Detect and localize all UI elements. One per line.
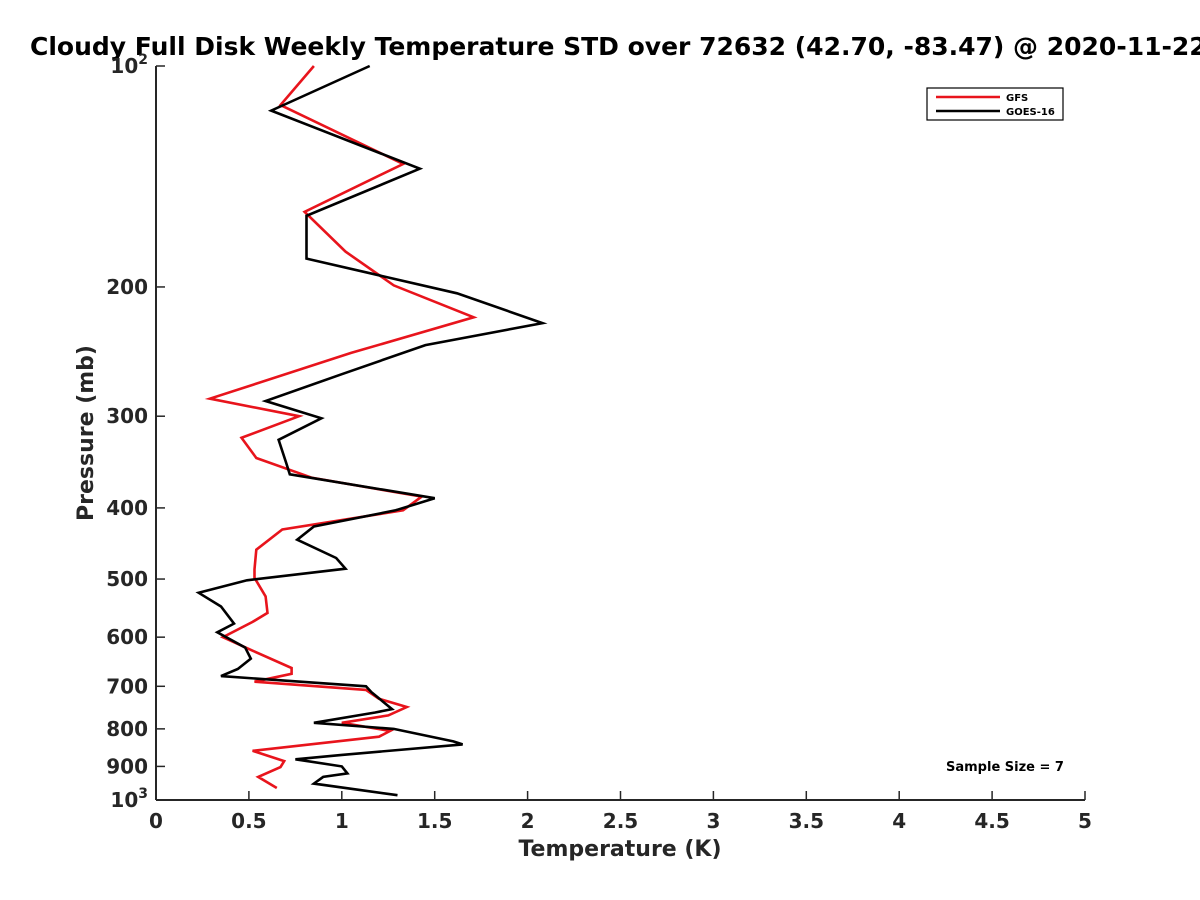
y-tick-label: 900 (106, 754, 148, 778)
y-tick-label: 500 (106, 567, 148, 591)
y-axis-ticks: 102 200 300 400 500 600 700 800 900 103 (106, 52, 165, 812)
x-tick-label: 4.5 (974, 809, 1009, 833)
sample-size-annotation: Sample Size = 7 (946, 760, 1064, 775)
legend-label-gfs: GFS (1006, 93, 1028, 104)
x-tick-label: 1.5 (417, 809, 452, 833)
x-tick-label: 3.5 (789, 809, 824, 833)
x-tick-label: 4 (892, 809, 906, 833)
chart-title: Cloudy Full Disk Weekly Temperature STD … (30, 32, 1200, 61)
x-tick-label: 2 (521, 809, 535, 833)
y-axis-label: Pressure (mb) (74, 345, 99, 521)
y-tick-label: 300 (106, 404, 148, 428)
x-axis-ticks: 0 0.5 1 1.5 2 2.5 3 3.5 4 4.5 5 (149, 791, 1092, 833)
x-axis-label: Temperature (K) (518, 837, 721, 862)
legend-box (926, 87, 1064, 121)
x-tick-label: 1 (335, 809, 349, 833)
x-tick-label: 3 (706, 809, 720, 833)
y-tick-label: 102 (110, 52, 148, 78)
y-tick-label: 700 (106, 674, 148, 698)
x-tick-label: 0 (149, 809, 163, 833)
y-tick-label: 400 (106, 496, 148, 520)
x-tick-label: 0.5 (231, 809, 266, 833)
legend-label-goes-16: GOES-16 (1006, 107, 1055, 118)
y-tick-label: 103 (110, 786, 148, 812)
plot-lines (195, 64, 548, 797)
y-tick-label: 800 (106, 717, 148, 741)
legend: GFS GOES-16 (926, 87, 1064, 121)
y-tick-label: 200 (106, 275, 148, 299)
y-tick-label: 600 (106, 625, 148, 649)
x-tick-label: 5 (1078, 809, 1092, 833)
series-line-goes-16 (195, 64, 548, 797)
x-tick-label: 2.5 (603, 809, 638, 833)
